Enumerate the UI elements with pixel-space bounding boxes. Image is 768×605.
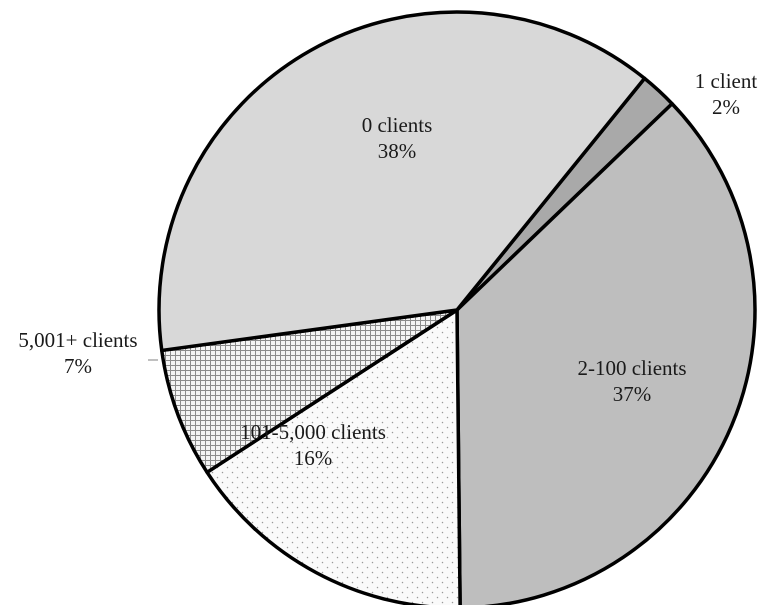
pie-slice-101-5-000-clients [205,308,462,605]
slice-label-name-1-client: 1 client [695,69,758,93]
slice-label-percent-101-5-000-clients: 16% [294,446,333,470]
slice-label-percent-0-clients: 38% [378,139,417,163]
slice-label-percent-2-100-clients: 37% [613,382,652,406]
slice-label-name-0-clients: 0 clients [362,113,433,137]
slices-layer [157,10,757,605]
pie-slice-0-clients [157,10,647,353]
slice-label-name-2-100-clients: 2-100 clients [577,356,686,380]
pie-slice-2-100-clients [455,101,757,605]
slice-label-name-5-001-clients: 5,001+ clients [18,328,137,352]
slice-label-percent-1-client: 2% [712,95,740,119]
slice-label-name-101-5-000-clients: 101-5,000 clients [240,420,386,444]
pie-slice-5-001-clients [160,308,459,475]
slice-label-percent-5-001-clients: 7% [64,354,92,378]
